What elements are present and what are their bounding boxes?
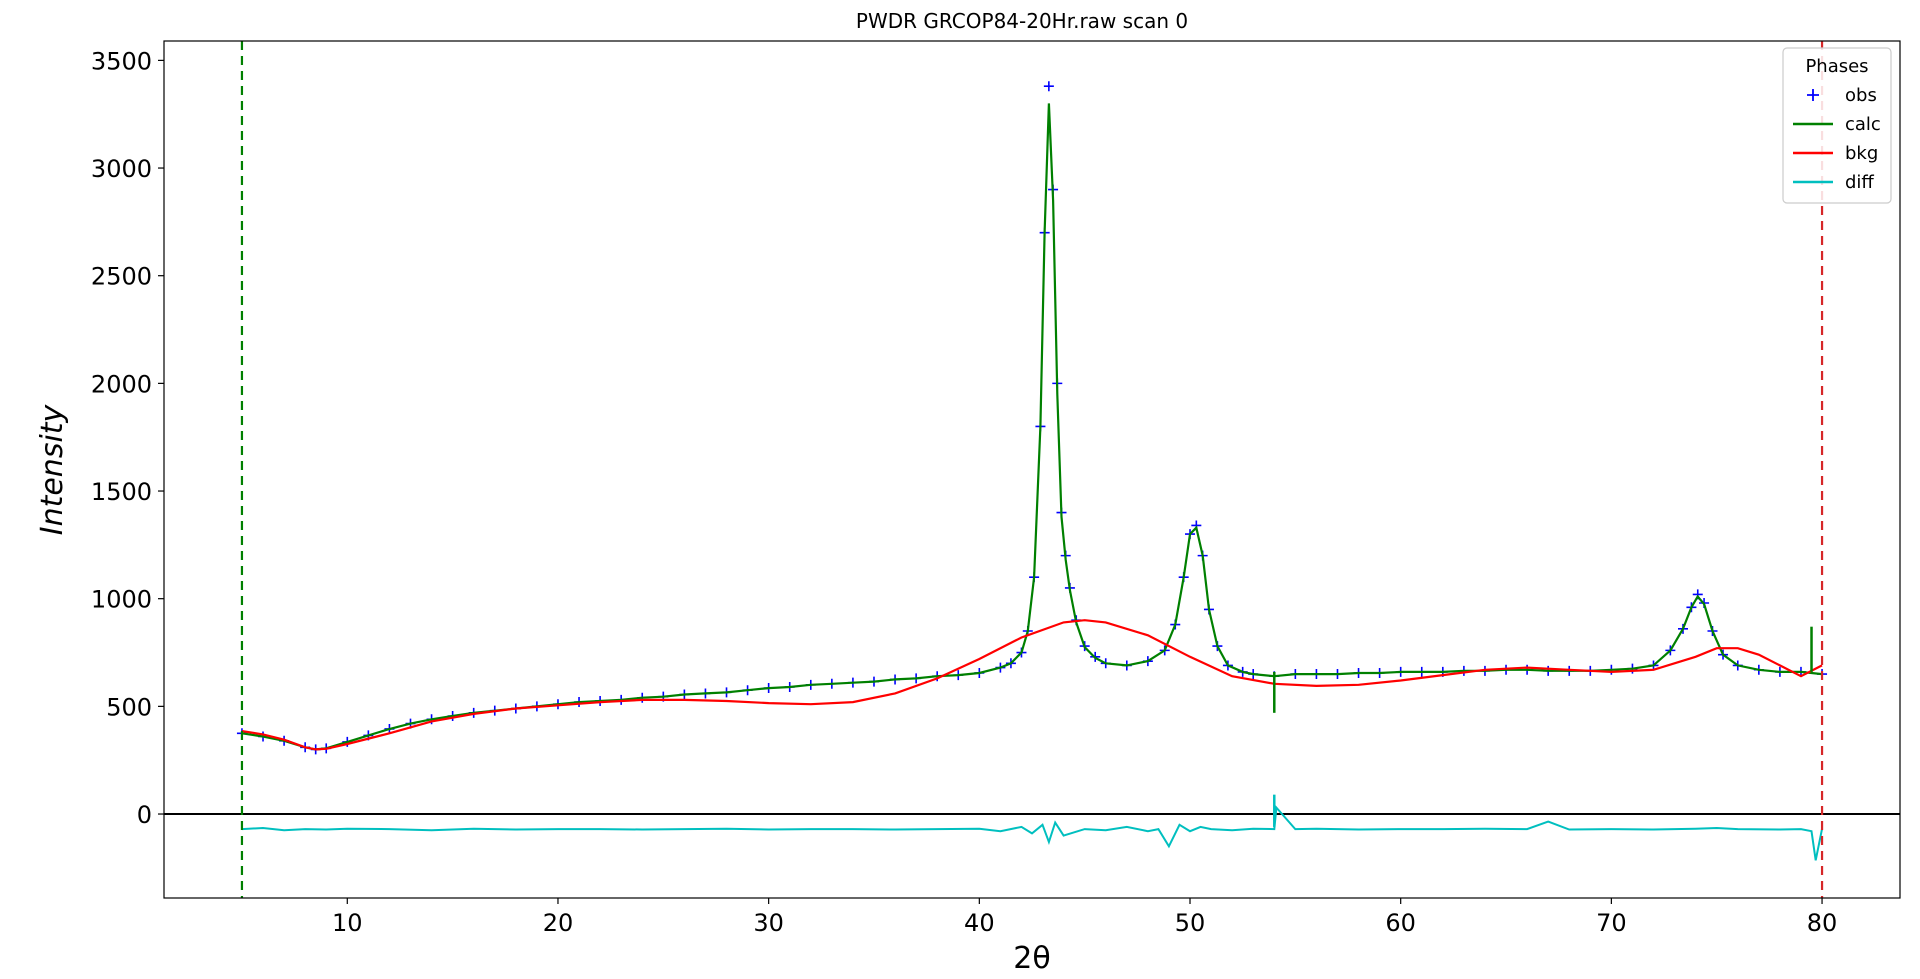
axes-frame xyxy=(163,40,1901,899)
legend-title: Phases xyxy=(1805,56,1868,77)
bkg-series-line xyxy=(241,619,1823,751)
x-tick-label: 20 xyxy=(543,909,574,937)
y-tick-label: 1000 xyxy=(91,586,152,614)
x-tick-label: 10 xyxy=(332,909,363,937)
x-tick-label: 70 xyxy=(1596,909,1627,937)
y-axis: 0 500 1000 1500 2000 2500 3000 3500 xyxy=(91,47,164,829)
x-axis: 10 20 30 40 50 60 70 80 xyxy=(332,898,1837,937)
y-axis-label: Intensity xyxy=(35,403,70,535)
chart-title: PWDR GRCOP84-20Hr.raw scan 0 xyxy=(856,9,1188,33)
x-tick-label: 60 xyxy=(1385,909,1416,937)
x-tick-label: 40 xyxy=(964,909,995,937)
legend-label-bkg: bkg xyxy=(1845,143,1878,164)
y-tick-label: 1500 xyxy=(91,478,152,506)
legend-box xyxy=(1782,47,1892,204)
obs-point xyxy=(1043,81,1054,92)
legend-label-calc: calc xyxy=(1845,114,1881,135)
y-tick-label: 500 xyxy=(106,693,152,721)
diff-series-line xyxy=(241,805,1823,861)
legend: Phases obs calc bkg diff xyxy=(1782,47,1892,204)
y-tick-label: 2500 xyxy=(91,263,152,291)
y-tick-label: 3500 xyxy=(91,47,152,75)
legend-label-diff: diff xyxy=(1845,172,1874,193)
x-tick-label: 80 xyxy=(1807,909,1838,937)
y-tick-label: 0 xyxy=(137,801,152,829)
legend-marker-obs xyxy=(1807,89,1819,101)
plot-content xyxy=(164,81,1900,861)
x-tick-label: 30 xyxy=(753,909,784,937)
calc-series-line xyxy=(241,103,1823,751)
legend-label-obs: obs xyxy=(1845,85,1877,106)
y-tick-label: 2000 xyxy=(91,370,152,398)
plot-area xyxy=(164,41,1900,898)
x-axis-label: 2θ xyxy=(1013,941,1050,976)
y-tick-label: 3000 xyxy=(91,155,152,183)
x-tick-label: 50 xyxy=(1175,909,1206,937)
